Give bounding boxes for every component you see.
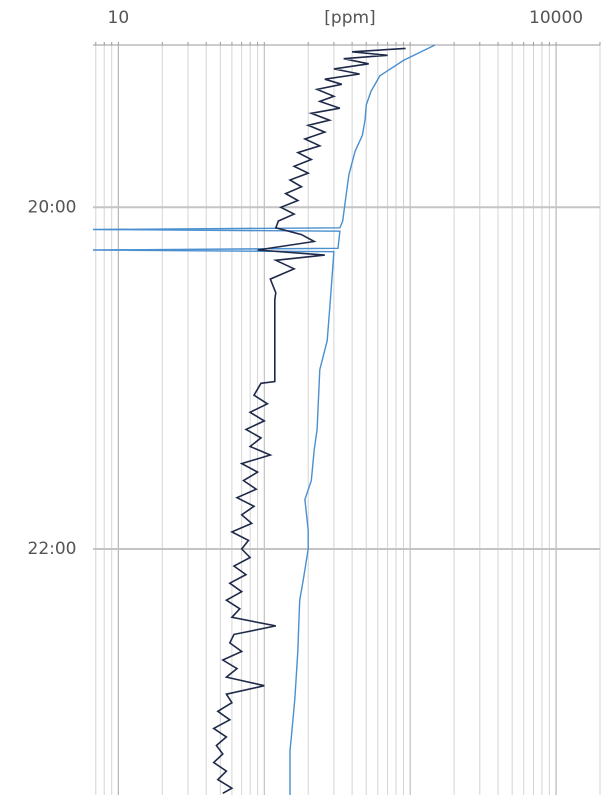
data-line <box>93 44 436 795</box>
x-tick-label: 10000 <box>529 8 583 28</box>
x-axis-label: [ppm] <box>324 8 375 28</box>
data-line <box>212 47 406 794</box>
y-tick-label: 20:00 <box>28 197 77 217</box>
y-tick-label: 22:00 <box>28 539 77 559</box>
x-tick-label: 10 <box>108 8 130 28</box>
